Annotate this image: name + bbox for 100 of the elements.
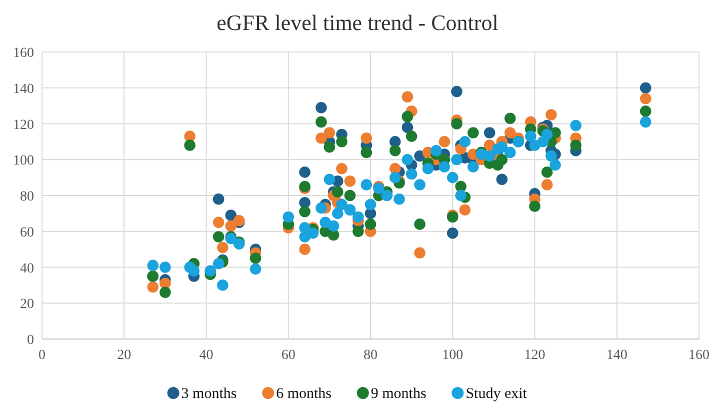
point (546, 150, 557, 162)
x-tick-label: 0 (38, 348, 46, 363)
point (212, 216, 224, 228)
point (496, 141, 508, 153)
point (316, 116, 327, 128)
point (299, 206, 310, 218)
point (546, 109, 557, 120)
point (344, 176, 356, 187)
chart-title: eGFR level time trend - Control (216, 10, 498, 35)
point (414, 218, 426, 230)
point (307, 228, 319, 239)
point (147, 281, 159, 293)
point (459, 136, 471, 148)
point (328, 220, 340, 232)
point (225, 220, 237, 232)
point (446, 228, 458, 239)
point (484, 127, 496, 138)
point (316, 102, 327, 114)
y-tick-label: 80 (20, 190, 34, 204)
point (640, 116, 652, 128)
point (250, 263, 262, 275)
point (402, 122, 414, 133)
point (451, 86, 462, 98)
x-tick-label: 120 (524, 348, 546, 363)
point (550, 159, 561, 171)
point (640, 93, 652, 104)
point (504, 146, 516, 158)
point (212, 258, 224, 270)
y-tick-label: 0 (27, 333, 34, 348)
point (160, 286, 171, 298)
point (344, 190, 356, 202)
point (225, 210, 237, 221)
y-tick-label: 120 (13, 118, 34, 133)
y-tick-label: 60 (20, 225, 34, 240)
point (282, 211, 294, 223)
point (402, 91, 414, 102)
point (570, 120, 582, 132)
point (316, 132, 327, 144)
point (316, 202, 327, 214)
point (324, 141, 336, 153)
point (406, 130, 418, 142)
point (336, 198, 348, 210)
point (360, 132, 372, 144)
point (541, 166, 553, 178)
point (212, 231, 224, 242)
point (451, 154, 462, 166)
x-tick-label: 60 (281, 348, 296, 363)
point (422, 162, 434, 174)
point (352, 226, 364, 238)
point (389, 172, 401, 184)
point (640, 82, 652, 94)
point (438, 136, 450, 148)
point (250, 252, 262, 264)
point (360, 146, 372, 158)
point (430, 145, 442, 156)
legend-label: Study exit (466, 386, 528, 402)
point (212, 193, 224, 205)
y-tick-label: 140 (13, 82, 34, 97)
point (336, 136, 348, 148)
y-tick-label: 100 (13, 154, 34, 169)
legend-label: 6 months (276, 386, 332, 402)
x-tick-label: 20 (117, 348, 132, 363)
point (402, 110, 414, 122)
y-tick-label: 160 (13, 46, 34, 61)
point (468, 161, 479, 172)
point (541, 128, 553, 140)
point (352, 211, 364, 223)
point (504, 112, 516, 124)
point (389, 145, 401, 156)
point (217, 280, 228, 291)
point (381, 190, 393, 202)
point (640, 106, 652, 117)
point (451, 118, 462, 130)
point (414, 179, 426, 190)
x-tick-label: 160 (688, 348, 710, 363)
point (332, 186, 344, 198)
legend-label: 9 months (370, 386, 426, 402)
point (496, 154, 508, 166)
point (160, 278, 171, 290)
y-tick-label: 20 (20, 297, 34, 312)
point (406, 168, 418, 180)
point (299, 166, 310, 178)
point (364, 218, 376, 230)
point (455, 190, 466, 202)
point (188, 265, 200, 276)
point (468, 127, 479, 138)
point (414, 247, 426, 259)
point (299, 222, 310, 234)
point (529, 200, 540, 212)
legend-label: 3 months (181, 386, 237, 402)
point (336, 162, 348, 174)
x-tick-label: 40 (199, 348, 214, 363)
point (360, 179, 372, 190)
x-tick-label: 140 (606, 348, 628, 363)
point (324, 127, 336, 138)
point (504, 127, 516, 138)
point (332, 208, 344, 220)
point (324, 174, 336, 185)
point (570, 140, 582, 151)
point (402, 154, 414, 166)
